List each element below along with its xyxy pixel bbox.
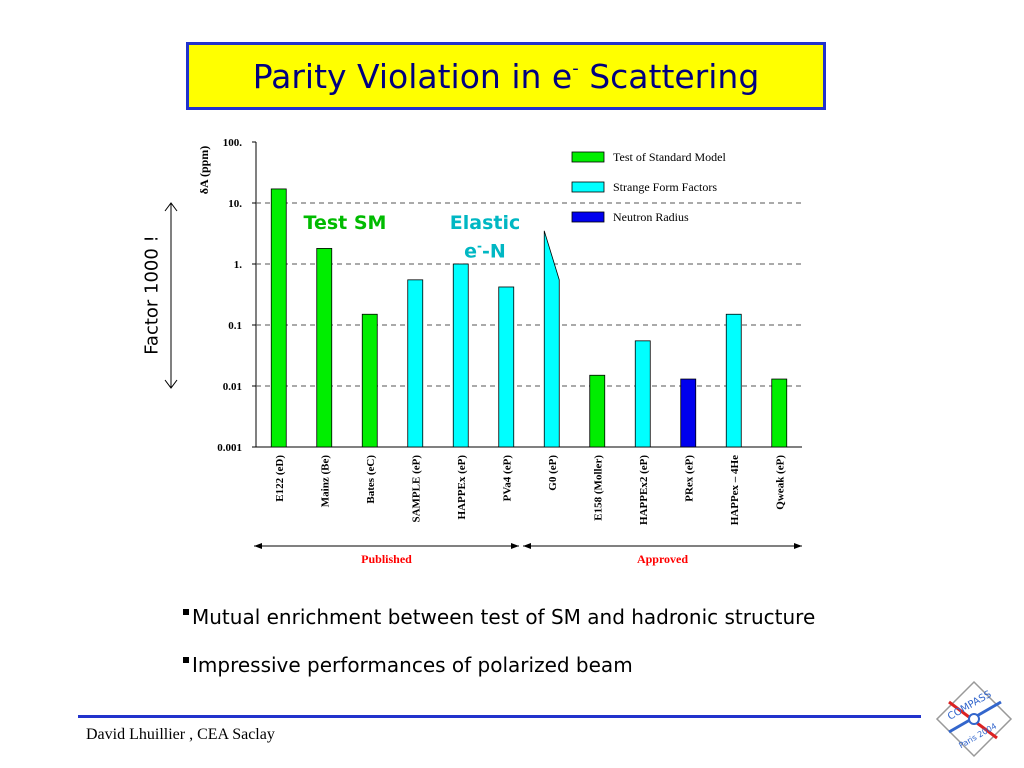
y-tick-label: 1.	[234, 259, 243, 271]
bullet-marker	[183, 657, 189, 663]
legend-label: Strange Form Factors	[613, 180, 717, 194]
bullet-item: Impressive performances of polarized bea…	[183, 653, 815, 701]
y-tick-label: 100.	[223, 137, 243, 149]
chart: 100. 10. 1. 0.1 0.01 0.001 δA (ppm) E122 (eD) Ma…	[164, 137, 802, 566]
bullet-list: Mutual enrichment between test of SM and…	[183, 605, 815, 701]
x-tick-label: SAMPLE (eP)	[410, 455, 422, 523]
x-tick-label: Mainz (Be)	[319, 455, 331, 508]
compass-logo: COMPASS Paris 2004	[935, 680, 1013, 758]
x-tick-label: Bates (eC)	[365, 455, 377, 504]
bar	[589, 374, 606, 448]
factor-arrow-head-top	[164, 202, 178, 212]
bar-g0	[543, 230, 560, 448]
legend-swatch	[571, 211, 605, 223]
bullet-marker	[183, 609, 189, 615]
title-superscript: -	[572, 57, 579, 79]
legend-swatch	[571, 181, 605, 193]
footer-author: David Lhuillier , CEA Saclay	[86, 726, 275, 743]
legend-label: Test of Standard Model	[613, 150, 726, 164]
group-label: Published	[361, 552, 412, 566]
x-tick-label: HAPPEx (eP)	[456, 455, 468, 520]
bar	[771, 378, 788, 448]
y-tick-label: 0.01	[223, 381, 242, 393]
annotation-test-sm: Test SM	[303, 212, 387, 234]
x-tick-label: Qweak (eP)	[774, 455, 786, 510]
bar	[498, 286, 515, 448]
bar	[361, 313, 378, 448]
title-main: Parity Violation in e	[252, 56, 573, 96]
logo-center	[968, 713, 980, 725]
y-tick-label: 0.1	[228, 320, 242, 332]
y-tick-label: 10.	[228, 198, 242, 210]
x-tick-label: G0 (eP)	[547, 455, 559, 491]
x-tick-label: E158 (Moller)	[592, 455, 604, 521]
x-tick-label: HAPPex – 4He	[729, 455, 741, 525]
slide-title: Parity Violation in e- Scattering	[253, 57, 760, 96]
bar	[316, 248, 333, 448]
title-tail: Scattering	[578, 56, 760, 96]
group-bracket-arrow-left	[523, 543, 531, 549]
annotation-elastic-e: e	[464, 240, 478, 263]
bar	[270, 188, 287, 448]
bar	[452, 263, 469, 448]
annotation-elastic-line1: Elastic	[449, 212, 521, 234]
annotation-elastic-line2: e--N	[430, 235, 540, 263]
annotation-elastic-n: -N	[482, 240, 506, 263]
annotation-elastic: Elastic e--N	[430, 212, 540, 263]
y-axis-label: δA (ppm)	[197, 146, 211, 195]
y-tick-label: 0.001	[217, 442, 242, 454]
bar	[634, 340, 651, 448]
bar	[680, 378, 697, 448]
title-box: Parity Violation in e- Scattering	[186, 42, 826, 110]
x-tick-label: E122 (eD)	[274, 455, 286, 502]
group-bracket-arrow-right	[794, 543, 802, 549]
group-bracket-arrow-left	[254, 543, 262, 549]
bullet-text: Impressive performances of polarized bea…	[192, 653, 633, 677]
group-label: Approved	[637, 552, 688, 566]
annotation-elastic-sup: -	[477, 239, 483, 253]
legend-label: Neutron Radius	[613, 210, 689, 224]
x-tick-label: PRex (eP)	[683, 455, 695, 502]
x-tick-label: PVa4 (eP)	[501, 455, 513, 502]
factor-label-text: Factor 1000 !	[141, 235, 163, 355]
x-tick-label: HAPPEx2 (eP)	[638, 455, 650, 525]
bullet-text: Mutual enrichment between test of SM and…	[192, 605, 816, 629]
bar	[407, 279, 424, 448]
footer-divider	[78, 715, 921, 718]
legend-swatch	[571, 151, 605, 163]
bullet-item: Mutual enrichment between test of SM and…	[183, 605, 815, 653]
factor-arrow-head-bottom	[164, 379, 178, 389]
group-bracket-arrow-right	[511, 543, 519, 549]
bar	[725, 313, 742, 448]
